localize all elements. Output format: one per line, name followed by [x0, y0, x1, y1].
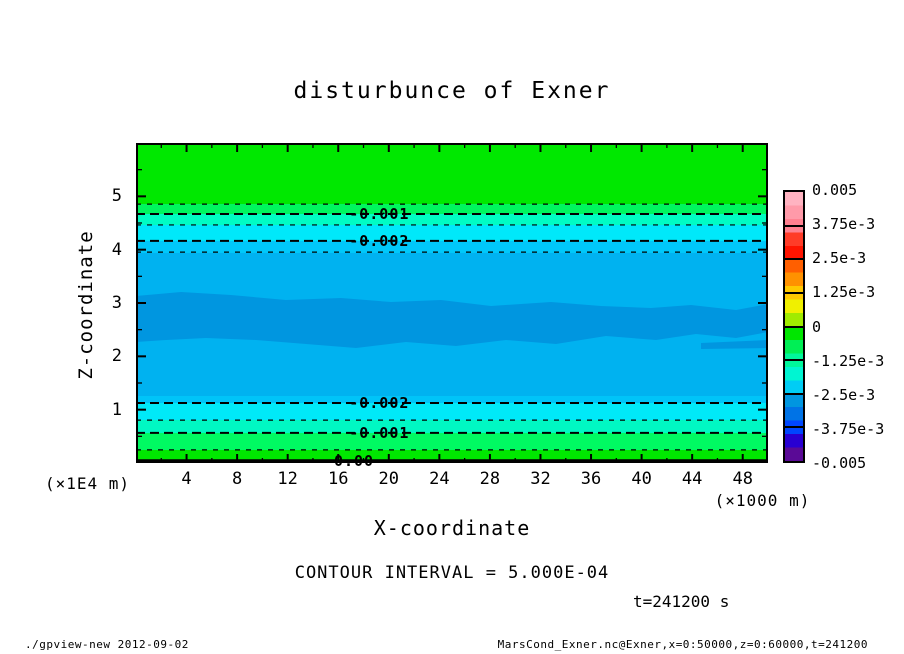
colorbar-divider — [785, 392, 803, 395]
y-tick-label: 1 — [111, 399, 122, 420]
colorbar-tick-label: -2.5e-3 — [812, 385, 876, 404]
time-label: t=241200 s — [633, 592, 730, 611]
command-footer: ./gpview-new 2012-09-02 — [25, 638, 189, 651]
colorbar-labels: 0.005 3.75e-3 2.5e-3 1.25e-3 0 -1.25e-3 -2.5e-… — [812, 181, 902, 472]
x-tick-label: 40 — [631, 469, 652, 489]
x-tick-label: 12 — [277, 469, 298, 489]
y-tick-label: 3 — [111, 293, 122, 313]
colorbar-tick-label: -1.25e-3 — [812, 351, 885, 370]
colorbar-tick-label: 0 — [812, 317, 822, 336]
x-tick-label: 8 — [231, 469, 243, 489]
contour-interval-label: CONTOUR INTERVAL = 5.000E-04 — [294, 563, 610, 583]
x-tick-label: 28 — [479, 469, 501, 489]
x-tick-label: 36 — [580, 469, 602, 489]
colorbar-divider — [785, 224, 803, 227]
colorbar-divider — [785, 359, 803, 362]
x-tick-label: 48 — [732, 469, 753, 489]
x-tick-label: 4 — [181, 469, 192, 489]
dataset-footer: MarsCond_Exner.nc@Exner,x=0:50000,z=0:60… — [497, 638, 868, 651]
colorbar-tick-label: -3.75e-3 — [812, 419, 885, 438]
colorbar-tick-label: 2.5e-3 — [812, 249, 867, 268]
contour-label: 0.00 — [333, 452, 375, 471]
x-tick-label: 32 — [530, 469, 551, 489]
colorbar-divider — [785, 325, 803, 328]
x-tick-label: 24 — [429, 469, 450, 489]
x-axis-unit-label: (×1000 m) — [714, 491, 811, 510]
colorbar-tick-label: -0.005 — [812, 454, 867, 472]
dark-blue-band — [136, 292, 768, 348]
y-tick-label: 4 — [111, 239, 122, 260]
y-axis-tick-labels: 1 2 3 4 5 — [96, 143, 122, 463]
colorbar — [783, 190, 805, 463]
plot-frame-and-contours — [136, 143, 768, 463]
colorbar-tick-label: 1.25e-3 — [812, 283, 876, 302]
x-tick-label: 44 — [681, 469, 703, 489]
colorbar-divider — [785, 291, 803, 294]
colorbar-divider — [785, 258, 803, 261]
colorbar-tick-label: 3.75e-3 — [812, 215, 876, 234]
y-axis-unit-label: (×1E4 m) — [45, 474, 131, 493]
x-axis-title: X-coordinate — [373, 516, 531, 540]
colorbar-divider — [785, 426, 803, 429]
x-axis-tick-labels: 4 8 12 16 20 24 28 32 36 40 44 48 — [136, 469, 768, 489]
x-tick-label: 16 — [327, 469, 349, 489]
contour-label: -0.002 — [349, 231, 410, 250]
colorbar-tick-label: 0.005 — [812, 181, 858, 199]
contour-label: -0.001 — [349, 423, 410, 442]
dark-blue-streak — [701, 340, 768, 349]
contour-label: -0.002 — [349, 394, 410, 412]
chart-title: disturbunce of Exner — [293, 78, 611, 104]
contour-plot: -0.001 -0.002 -0.002 -0.001 0.00 — [136, 143, 768, 470]
y-axis-title: Z-coordinate — [75, 230, 97, 380]
contour-label: -0.001 — [349, 205, 410, 224]
y-tick-label: 5 — [111, 186, 122, 207]
y-tick-label: 2 — [111, 346, 122, 367]
x-tick-label: 20 — [378, 469, 400, 489]
